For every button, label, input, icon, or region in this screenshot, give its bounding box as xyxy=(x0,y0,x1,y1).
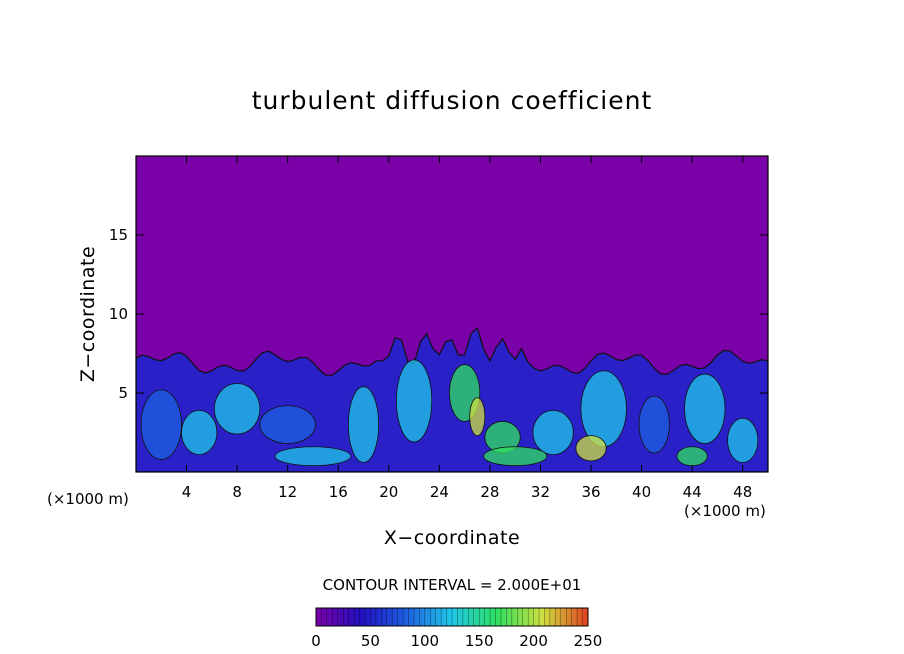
colorbar: 0 50 100 150 200 250 xyxy=(311,607,603,650)
colorbar-tick-label: 250 xyxy=(574,632,603,650)
contour-interval-label: CONTOUR INTERVAL = 2.000E+01 xyxy=(322,576,582,594)
colorbar-tick-label: 0 xyxy=(311,632,321,650)
x-tick-label: 28 xyxy=(480,483,499,501)
x-tick-label: 40 xyxy=(632,483,651,501)
turbulence-field xyxy=(136,326,768,472)
eddy-5 xyxy=(395,359,433,443)
x-unit-label-right: (×1000 m) xyxy=(684,502,766,520)
colorbar-tick-label: 150 xyxy=(465,632,494,650)
chart-title: turbulent diffusion coefficient xyxy=(251,86,653,115)
eddy-16 xyxy=(676,446,708,467)
x-tick-label: 20 xyxy=(379,483,398,501)
eddy-8 xyxy=(532,409,574,456)
eddy-2 xyxy=(213,383,261,435)
x-tick-label: 8 xyxy=(232,483,242,501)
y-tick-label: 10 xyxy=(109,305,128,323)
eddy-3 xyxy=(259,405,316,444)
eddy-0 xyxy=(140,389,182,460)
x-tick-label: 48 xyxy=(733,483,752,501)
eddy-1 xyxy=(181,409,218,456)
y-ticks: 5 10 15 xyxy=(109,226,768,402)
eddy-9 xyxy=(580,370,627,448)
x-axis-label: X−coordinate xyxy=(383,527,521,549)
x-tick-label: 16 xyxy=(329,483,348,501)
x-ticks: 4 8 12 16 20 24 28 32 36 40 44 48 xyxy=(182,156,752,501)
eddy-17 xyxy=(469,397,486,437)
x-tick-label: 12 xyxy=(278,483,297,501)
eddy-13 xyxy=(483,446,548,467)
colorbar-tick-label: 200 xyxy=(519,632,548,650)
y-tick-label: 5 xyxy=(118,384,128,402)
colorbar-tick-label: 50 xyxy=(361,632,380,650)
x-tick-label: 44 xyxy=(683,483,702,501)
x-unit-label-left: (×1000 m) xyxy=(47,490,129,508)
eddy-10 xyxy=(638,395,670,454)
x-tick-label: 4 xyxy=(182,483,192,501)
turbulent-layer-outline xyxy=(136,326,768,472)
eddy-11 xyxy=(684,373,726,444)
x-tick-label: 32 xyxy=(531,483,550,501)
eddy-14 xyxy=(274,446,352,467)
x-tick-label: 24 xyxy=(430,483,449,501)
eddy-15 xyxy=(575,435,607,462)
eddy-4 xyxy=(347,386,380,463)
x-tick-label: 36 xyxy=(581,483,600,501)
colorbar-tick-label: 100 xyxy=(410,632,439,650)
eddy-12 xyxy=(727,417,759,463)
y-tick-label: 15 xyxy=(109,226,128,244)
